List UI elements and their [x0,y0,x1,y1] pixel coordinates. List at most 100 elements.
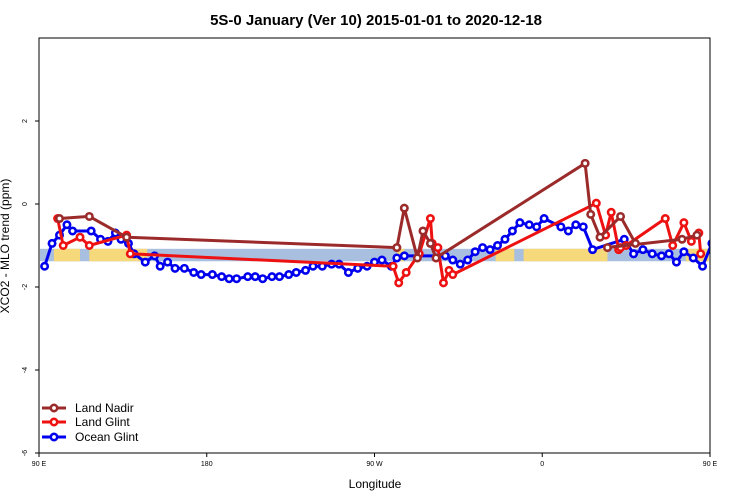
x-tick-label-3: 0 [540,461,544,468]
point-ocean-glint-17 [179,263,189,273]
point-ocean-glint-60 [571,220,581,230]
point-land-nadir-0 [55,214,65,224]
point-land-glint-24 [679,218,689,228]
point-land-nadir-15 [677,234,687,244]
y-tick-label-3: 0 [22,202,29,206]
y-tick-label-2: -2 [22,284,29,290]
point-ocean-glint-57 [539,214,549,224]
point-ocean-glint-66 [647,249,657,259]
point-ocean-glint-23 [232,274,242,284]
point-ocean-glint-14 [155,261,165,271]
point-ocean-glint-45 [448,255,458,265]
point-land-nadir-5 [412,253,422,263]
point-land-nadir-1 [84,211,94,221]
point-ocean-glint-65 [638,245,648,255]
point-ocean-glint-51 [493,241,503,251]
point-land-nadir-12 [616,211,626,221]
x-tick-label-2: 90 W [366,461,383,468]
point-land-nadir-16 [692,230,702,240]
point-ocean-glint-64 [629,249,639,259]
point-ocean-glint-77 [740,232,746,238]
point-ocean-glint-53 [507,226,517,236]
point-ocean-glint-12 [140,257,150,267]
point-ocean-glint-29 [284,270,294,280]
point-ocean-glint-16 [170,263,180,273]
point-ocean-glint-76 [733,219,739,225]
point-ocean-glint-58 [556,222,566,232]
point-ocean-glint-24 [243,272,253,282]
y-tick-label-4: 2 [22,119,29,123]
legend-label-land-glint: Land Glint [75,415,130,429]
point-ocean-glint-74 [716,226,722,232]
point-ocean-glint-21 [217,272,227,282]
y-tick-label-0: -6 [22,450,29,456]
point-land-nadir-8 [431,253,441,263]
y-axis-label: XCO2 - MLO trend (ppm) [0,179,12,314]
point-ocean-glint-26 [258,274,268,284]
point-land-glint-25 [686,236,696,246]
x-axis: 90 E 180 90 W 0 90 E [32,453,718,468]
land-band-0 [53,248,81,262]
point-ocean-glint-61 [578,222,588,232]
series-layer [40,158,746,288]
point-ocean-glint-46 [455,259,465,269]
x-tick-label-4: 90 E [703,461,718,468]
legend-marker-ocean-glint [49,432,59,442]
legend-marker-land-nadir [49,403,59,413]
point-land-glint-6 [388,261,398,271]
point-land-glint-22 [660,214,670,224]
point-ocean-glint-18 [189,267,199,277]
point-ocean-glint-0 [40,261,50,271]
series-land-glint [53,198,706,288]
point-ocean-glint-55 [524,220,534,230]
point-ocean-glint-62 [588,245,598,255]
chart-title: 5S-0 January (Ver 10) 2015-01-01 to 2020… [210,12,542,29]
point-land-glint-3 [84,241,94,251]
point-land-nadir-4 [399,203,409,213]
y-axis: -6 -4 -2 0 2 [22,119,39,456]
point-ocean-glint-48 [470,247,480,257]
point-ocean-glint-20 [207,270,217,280]
point-ocean-glint-56 [532,222,542,232]
point-ocean-glint-71 [688,253,698,263]
point-ocean-glint-70 [679,247,689,257]
series-land-nadir [55,158,702,263]
point-ocean-glint-31 [301,265,311,275]
point-ocean-glint-75 [725,217,731,223]
x-axis-label: Longitude [349,477,402,491]
point-land-glint-2 [75,232,85,242]
point-land-nadir-11 [595,232,605,242]
point-ocean-glint-42 [392,253,402,263]
point-land-nadir-2 [122,232,132,242]
point-land-glint-18 [606,207,616,217]
point-ocean-glint-67 [657,251,667,261]
x-tick-label-0: 90 E [32,461,47,468]
point-ocean-glint-68 [664,249,674,259]
point-ocean-glint-36 [343,267,353,277]
point-land-nadir-3 [392,243,402,253]
point-ocean-glint-4 [68,226,78,236]
point-ocean-glint-15 [163,257,173,267]
legend-marker-land-glint [49,417,59,427]
point-land-glint-27 [696,249,706,259]
point-land-nadir-14 [602,243,612,253]
point-ocean-glint-43 [399,251,409,261]
point-land-glint-5 [125,249,135,259]
legend-label-land-nadir: Land Nadir [75,401,134,415]
series-line-land-glint [56,201,703,285]
point-land-nadir-6 [418,226,428,236]
point-ocean-glint-1 [47,238,57,248]
series-ocean-glint [40,214,746,284]
point-ocean-glint-3 [62,220,72,230]
point-ocean-glint-22 [224,274,234,284]
point-land-nadir-10 [586,209,596,219]
point-land-glint-12 [433,243,443,253]
point-ocean-glint-49 [478,243,488,253]
point-ocean-glint-5 [86,226,96,236]
point-land-glint-1 [58,241,68,251]
series-line-land-nadir [59,161,698,260]
point-ocean-glint-54 [515,218,525,228]
point-ocean-glint-72 [698,261,708,271]
point-land-glint-8 [401,267,411,277]
